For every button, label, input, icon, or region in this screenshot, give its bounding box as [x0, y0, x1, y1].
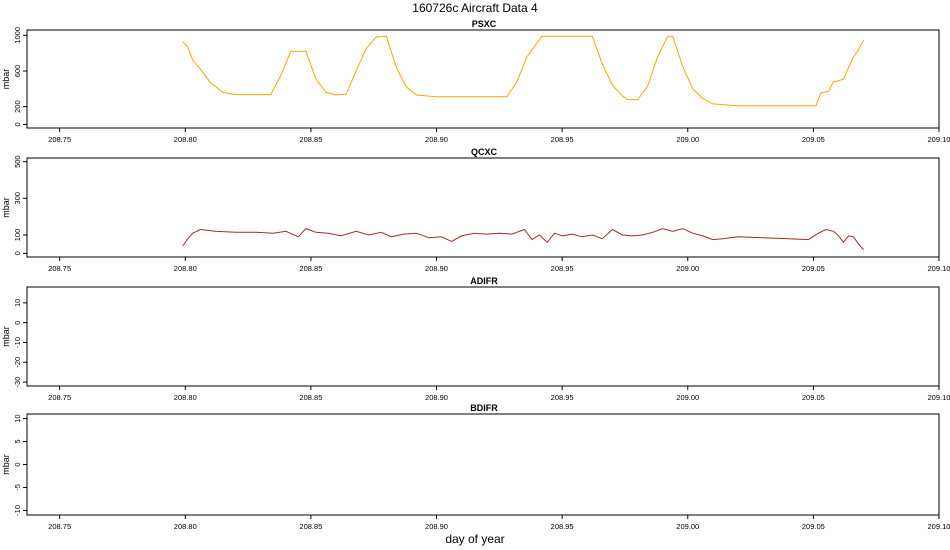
x-tick-label: 208.80: [174, 522, 197, 531]
panel-psxc: PSXC mbar 208.75 208.80 208.85 208.90 208.95 20…: [1, 19, 950, 144]
panel-title: PSXC: [472, 19, 497, 29]
y-tick-label: 10: [13, 414, 22, 422]
x-tick-label: 208.75: [48, 522, 71, 531]
plot-frame: [26, 286, 940, 387]
y-tick-label: 600: [13, 65, 22, 78]
y-tick-label: -10: [13, 505, 22, 516]
x-tick-label: 208.95: [551, 522, 574, 531]
x-tick-label: 208.95: [551, 135, 574, 144]
y-tick-label: -30: [13, 377, 22, 388]
y-axis-label: mbar: [1, 197, 11, 218]
panel-title: ADIFR: [470, 276, 498, 286]
x-tick-label: 208.75: [48, 135, 71, 144]
y-tick-label: 100: [13, 229, 22, 242]
x-tick-label: 209.00: [676, 264, 699, 273]
x-tick-label: 209.00: [676, 522, 699, 531]
x-tick-label: 209.05: [802, 522, 825, 531]
y-axis-label: mbar: [1, 454, 11, 475]
x-tick-label: 209.00: [676, 135, 699, 144]
x-tick-label: 208.85: [299, 264, 322, 273]
y-tick-label: 300: [13, 192, 22, 205]
x-tick-label: 208.95: [551, 393, 574, 402]
x-tick-label: 208.80: [174, 393, 197, 402]
x-tick-label: 209.10: [928, 135, 950, 144]
x-tick-label: 209.10: [928, 264, 950, 273]
y-tick-label: -20: [13, 357, 22, 368]
panel-bdifr: BDIFR mbar 208.75 208.80 208.85 208.90 208.95 2…: [1, 403, 950, 531]
x-tick-label: 208.75: [48, 393, 71, 402]
x-tick-label: 208.85: [299, 522, 322, 531]
x-tick-label: 209.05: [802, 264, 825, 273]
panel-adifr: ADIFR mbar 208.75 208.80 208.85 208.90 208.95 2…: [1, 276, 950, 402]
x-tick-label: 209.05: [802, 393, 825, 402]
x-tick-label: 208.85: [299, 135, 322, 144]
x-tick-label: 209.05: [802, 135, 825, 144]
x-tick-label: 208.75: [48, 264, 71, 273]
x-tick-label: 208.90: [425, 135, 448, 144]
x-axis-label: day of year: [445, 532, 504, 546]
y-axis-label: mbar: [1, 326, 11, 347]
y-axis-label: mbar: [1, 69, 11, 90]
x-tick-label: 208.95: [551, 264, 574, 273]
plot-frame: [26, 29, 940, 129]
plot-frame: [26, 413, 940, 516]
x-tick-label: 209.10: [928, 393, 950, 402]
figure-title: 160726c Aircraft Data 4: [412, 1, 538, 15]
x-tick-label: 208.90: [425, 522, 448, 531]
x-tick-label: 208.90: [425, 393, 448, 402]
y-tick-label: 5: [13, 439, 22, 443]
y-tick-label: -5: [13, 484, 22, 491]
series-line-psxc: [182, 35, 865, 107]
x-tick-label: 209.10: [928, 522, 950, 531]
y-tick-label: 0: [13, 251, 22, 255]
panel-title: QCXC: [471, 147, 498, 157]
x-tick-label: 208.90: [425, 264, 448, 273]
x-tick-label: 208.80: [174, 264, 197, 273]
y-tick-label: -10: [13, 337, 22, 348]
y-tick-label: 1000: [13, 27, 22, 44]
y-tick-label: 500: [13, 155, 22, 168]
series-line-qcxc: [182, 228, 864, 251]
y-tick-label: 0: [13, 462, 22, 466]
y-tick-label: 0: [13, 321, 22, 325]
panel-qcxc: QCXC mbar 208.75 208.80 208.85 208.90 208.95 20…: [1, 147, 950, 273]
panels: PSXC mbar 208.75 208.80 208.85 208.90 208.95 20…: [1, 19, 950, 531]
plot-frame: [26, 157, 940, 258]
x-tick-label: 208.85: [299, 393, 322, 402]
y-tick-label: 10: [13, 299, 22, 307]
x-tick-label: 208.80: [174, 135, 197, 144]
x-tick-label: 209.00: [676, 393, 699, 402]
panel-title: BDIFR: [470, 403, 498, 413]
y-tick-label: 200: [13, 100, 22, 113]
y-tick-label: 0: [13, 122, 22, 126]
